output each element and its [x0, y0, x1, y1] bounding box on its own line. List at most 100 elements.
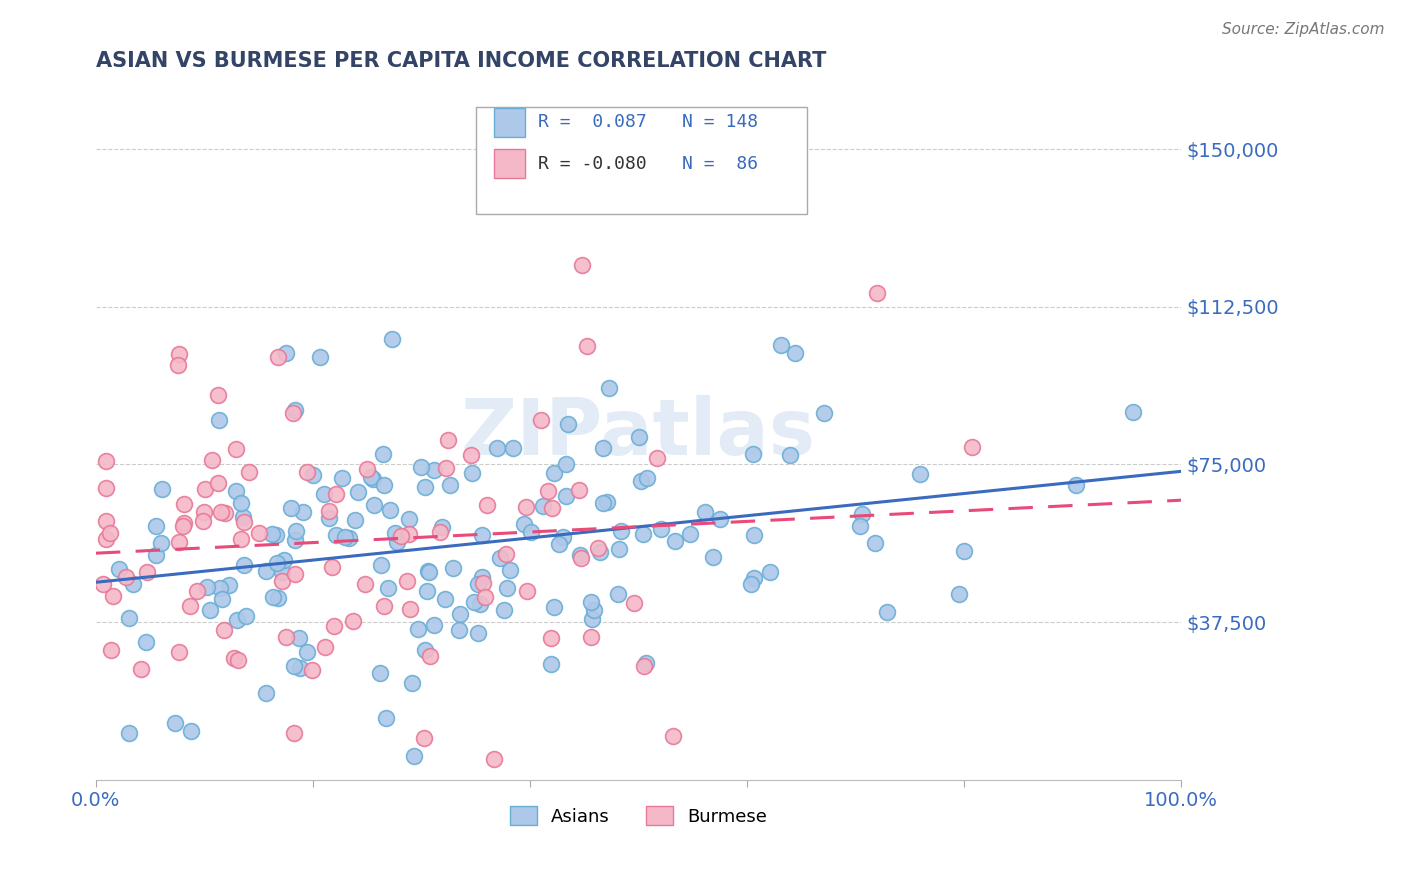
- Point: [547, 537, 569, 551]
- Point: [129, 662, 152, 676]
- Point: [361, 472, 384, 486]
- Point: [865, 536, 887, 550]
- Point: [515, 500, 537, 514]
- Point: [398, 512, 420, 526]
- Point: [375, 711, 398, 725]
- Point: [865, 286, 887, 301]
- Point: [384, 525, 406, 540]
- Point: [118, 726, 141, 740]
- Point: [335, 530, 357, 544]
- Point: [373, 599, 395, 613]
- Point: [370, 558, 392, 572]
- Point: [494, 603, 516, 617]
- Point: [598, 381, 620, 395]
- Point: [630, 475, 652, 489]
- Point: [496, 581, 519, 595]
- Point: [291, 505, 314, 519]
- Point: [495, 547, 517, 561]
- Point: [191, 514, 214, 528]
- FancyBboxPatch shape: [475, 107, 807, 214]
- Point: [502, 442, 524, 456]
- Point: [433, 592, 456, 607]
- Point: [115, 570, 138, 584]
- Point: [876, 605, 898, 619]
- Point: [91, 577, 114, 591]
- Point: [169, 645, 191, 659]
- Point: [449, 623, 471, 637]
- Point: [609, 524, 631, 538]
- Point: [301, 663, 323, 677]
- Point: [422, 618, 444, 632]
- Point: [419, 648, 441, 663]
- Point: [254, 565, 277, 579]
- Point: [380, 503, 402, 517]
- Point: [94, 532, 117, 546]
- Text: N =  86: N = 86: [682, 155, 758, 173]
- Point: [283, 726, 305, 740]
- Point: [344, 513, 367, 527]
- Point: [229, 532, 252, 546]
- Point: [218, 577, 240, 591]
- Point: [101, 590, 124, 604]
- Point: [373, 478, 395, 492]
- Point: [679, 527, 702, 541]
- Point: [477, 498, 499, 512]
- Text: ASIAN VS BURMESE PER CAPITA INCOME CORRELATION CHART: ASIAN VS BURMESE PER CAPITA INCOME CORRE…: [96, 51, 827, 70]
- Point: [418, 566, 440, 580]
- Point: [623, 596, 645, 610]
- Point: [207, 388, 229, 402]
- Point: [948, 587, 970, 601]
- Point: [849, 519, 872, 533]
- Point: [232, 510, 254, 524]
- Point: [194, 482, 217, 496]
- Point: [389, 529, 412, 543]
- Point: [960, 440, 983, 454]
- Point: [287, 632, 309, 646]
- Point: [330, 471, 353, 485]
- Point: [209, 505, 232, 519]
- Point: [214, 506, 236, 520]
- Point: [321, 560, 343, 574]
- Point: [309, 350, 332, 364]
- Point: [472, 576, 495, 591]
- Point: [416, 565, 439, 579]
- Point: [596, 494, 619, 508]
- Text: Source: ZipAtlas.com: Source: ZipAtlas.com: [1222, 22, 1385, 37]
- Point: [150, 482, 173, 496]
- Point: [434, 460, 457, 475]
- Point: [709, 512, 731, 526]
- Point: [413, 481, 436, 495]
- Point: [779, 448, 801, 462]
- Point: [273, 552, 295, 566]
- Point: [169, 535, 191, 549]
- Point: [530, 413, 553, 427]
- Point: [540, 657, 562, 671]
- Point: [284, 533, 307, 547]
- Point: [322, 619, 344, 633]
- Point: [247, 526, 270, 541]
- Point: [226, 613, 249, 627]
- Point: [416, 584, 439, 599]
- Point: [627, 430, 650, 444]
- Point: [583, 603, 606, 617]
- Point: [470, 597, 492, 611]
- Point: [297, 645, 319, 659]
- Point: [460, 448, 482, 462]
- Point: [396, 574, 419, 589]
- Point: [851, 507, 873, 521]
- Point: [201, 453, 224, 467]
- Point: [108, 562, 131, 576]
- Point: [373, 446, 395, 460]
- Point: [302, 468, 325, 483]
- Point: [167, 358, 190, 372]
- Point: [207, 476, 229, 491]
- Point: [208, 582, 231, 596]
- Point: [231, 496, 253, 510]
- Point: [193, 505, 215, 519]
- Point: [551, 530, 574, 544]
- Legend: Asians, Burmese: Asians, Burmese: [502, 799, 775, 833]
- Point: [347, 485, 370, 500]
- Point: [225, 484, 247, 499]
- Point: [118, 611, 141, 625]
- Point: [953, 544, 976, 558]
